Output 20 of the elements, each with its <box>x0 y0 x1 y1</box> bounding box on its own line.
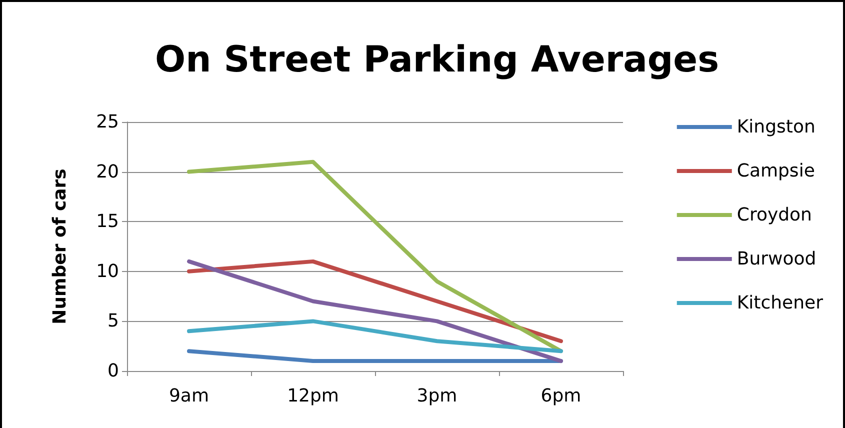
legend-label: Croydon <box>736 204 812 226</box>
legend-label: Campsie <box>736 160 815 182</box>
y-tick-label: 10 <box>96 260 119 282</box>
x-tick-label: 6pm <box>540 386 582 406</box>
y-tick-label: 20 <box>96 161 119 182</box>
y-tick-label: 0 <box>108 360 119 382</box>
y-tick-label: 5 <box>108 310 119 332</box>
line-series <box>187 259 563 344</box>
line-series <box>187 259 563 364</box>
legend-label: Kingston <box>736 116 816 138</box>
line-series <box>187 319 563 354</box>
y-axis-title: Number of cars <box>50 168 70 324</box>
x-tick-label: 9am <box>168 386 210 406</box>
legend-label: Burwood <box>736 248 816 270</box>
legend-label: Kitchener <box>736 292 824 314</box>
y-tick-label: 25 <box>96 112 119 132</box>
x-tick-label: 12pm <box>287 386 339 406</box>
y-tick-label: 15 <box>96 211 119 232</box>
chart-title: On Street Parking Averages <box>154 40 720 80</box>
x-tick-label: 3pm <box>416 386 458 406</box>
